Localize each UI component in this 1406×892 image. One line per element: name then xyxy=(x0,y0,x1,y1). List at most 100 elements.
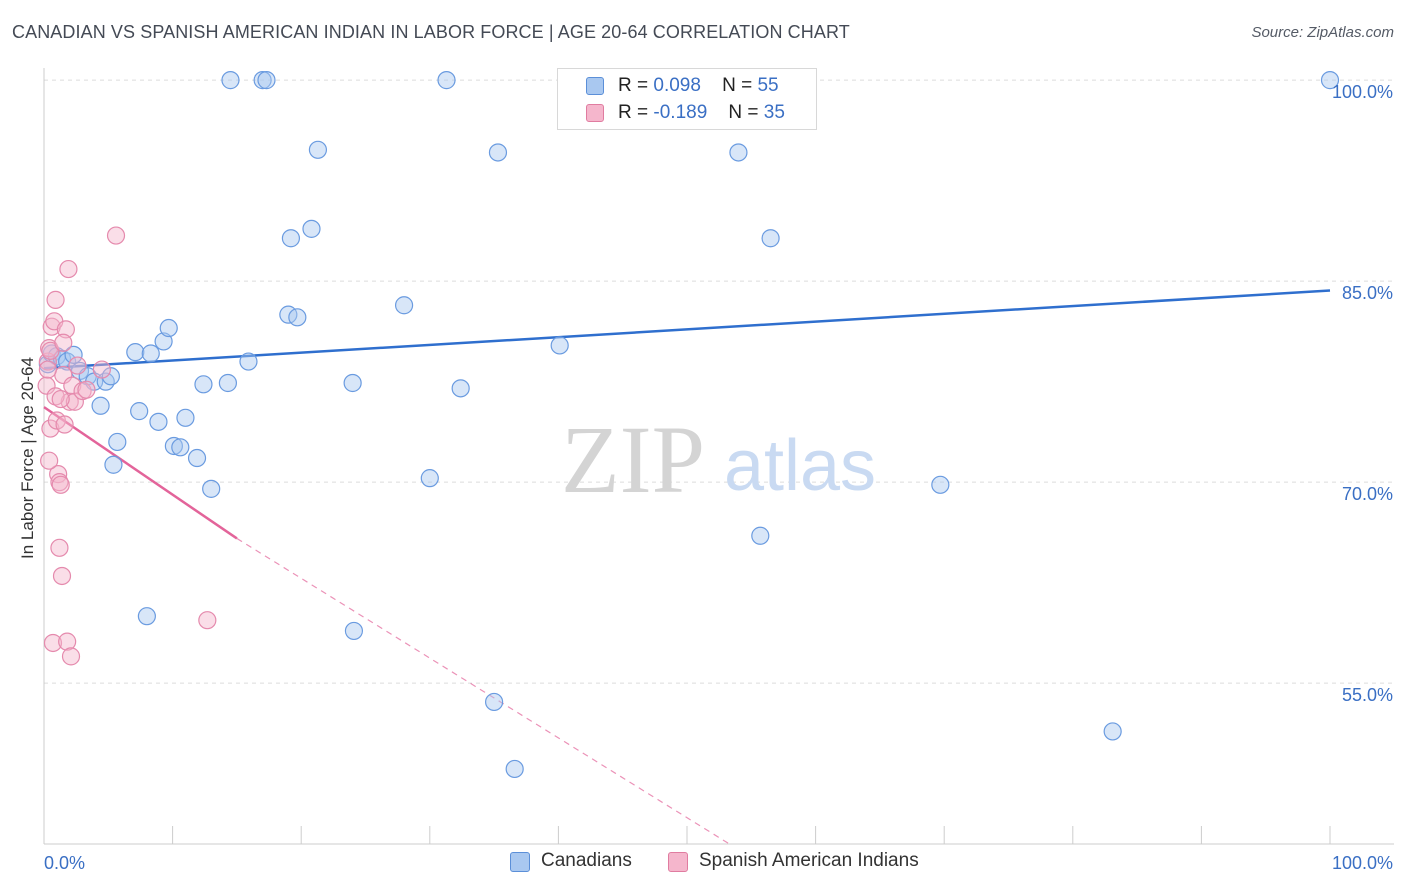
source-credit: Source: ZipAtlas.com xyxy=(1251,24,1394,41)
y-tick-label: 70.0% xyxy=(1342,484,1393,504)
point-canadians xyxy=(751,526,770,545)
legend-row-canadians: R = 0.098 N = 55 xyxy=(618,75,779,97)
point-canadians xyxy=(218,373,237,393)
point-canadians xyxy=(281,229,301,248)
point-spanish-american-indians xyxy=(43,633,63,653)
point-canadians xyxy=(96,372,115,391)
point-canadians xyxy=(761,229,780,248)
legend-r-value: 0.098 xyxy=(653,75,701,96)
point-canadians xyxy=(505,759,524,779)
legend-r-value: -0.189 xyxy=(653,102,708,123)
point-canadians xyxy=(1320,71,1340,90)
point-canadians xyxy=(187,448,207,468)
point-canadians xyxy=(420,469,439,488)
grid-lines xyxy=(44,79,1394,684)
series-legend: Canadians Spanish American Indians xyxy=(0,850,1406,880)
y-tick-label: 55.0% xyxy=(1342,685,1393,705)
point-spanish-american-indians xyxy=(40,451,59,470)
point-canadians xyxy=(108,432,127,452)
point-spanish-american-indians xyxy=(51,475,70,494)
point-canadians xyxy=(302,219,321,238)
point-spanish-american-indians xyxy=(77,380,96,399)
point-spanish-american-indians xyxy=(54,333,73,352)
point-spanish-american-indians xyxy=(52,566,72,586)
watermark: ZIP atlas xyxy=(561,406,876,513)
point-canadians xyxy=(308,140,328,159)
point-canadians xyxy=(729,143,748,162)
point-spanish-american-indians xyxy=(59,259,78,279)
point-canadians xyxy=(1103,722,1122,741)
trend-lines xyxy=(43,289,1331,845)
legend-n-label: N = xyxy=(722,75,753,96)
trend-extension-spanish-american-indians xyxy=(236,537,730,845)
point-canadians xyxy=(176,408,195,427)
point-canadians xyxy=(485,692,504,712)
legend-row-spanish-american-indians: R = -0.189 N = 35 xyxy=(618,102,785,124)
trend-line-spanish-american-indians xyxy=(43,406,238,540)
point-spanish-american-indians xyxy=(68,356,87,375)
point-canadians xyxy=(141,344,160,363)
point-canadians xyxy=(239,352,258,371)
point-canadians xyxy=(221,71,240,90)
point-canadians xyxy=(104,455,123,474)
point-canadians xyxy=(344,621,364,641)
correlation-legend: R = 0.098 N = 55 R = -0.189 N = 35 xyxy=(557,68,817,130)
legend-n-value: 35 xyxy=(763,102,785,123)
point-canadians xyxy=(171,438,190,457)
point-canadians xyxy=(101,367,120,386)
point-canadians xyxy=(154,332,173,351)
trend-line-canadians xyxy=(43,289,1331,370)
tick-labels: 55.0% 70.0% 85.0% 100.0% 0.0% 100.0% xyxy=(44,82,1393,873)
point-canadians xyxy=(253,71,272,90)
point-canadians xyxy=(343,373,362,393)
point-canadians xyxy=(451,379,470,398)
point-canadians xyxy=(202,479,221,498)
point-canadians xyxy=(437,71,456,90)
point-spanish-american-indians xyxy=(56,320,75,339)
point-canadians xyxy=(130,402,149,421)
point-canadians xyxy=(488,143,508,162)
axes xyxy=(43,68,1394,845)
series-legend-swatch-canadians xyxy=(510,852,530,872)
series-legend-swatch-spanish-american-indians xyxy=(668,852,688,872)
point-canadians xyxy=(58,352,77,371)
point-spanish-american-indians xyxy=(198,611,217,630)
point-spanish-american-indians xyxy=(58,632,77,651)
point-spanish-american-indians xyxy=(106,226,126,245)
legend-swatch-spanish-american-indians xyxy=(586,104,604,122)
point-spanish-american-indians xyxy=(92,360,111,379)
point-canadians xyxy=(137,607,156,626)
y-tick-label: 85.0% xyxy=(1342,283,1393,303)
point-spanish-american-indians xyxy=(61,647,81,666)
legend-swatch-canadians xyxy=(586,77,604,95)
watermark-atlas: atlas xyxy=(724,426,876,506)
point-canadians xyxy=(394,296,414,315)
point-canadians xyxy=(164,436,183,456)
legend-r-label: R = xyxy=(618,75,649,96)
point-canadians xyxy=(257,71,276,90)
point-canadians xyxy=(194,375,213,394)
series-legend-spanish-american-indians: Spanish American Indians xyxy=(699,850,919,871)
point-spanish-american-indians xyxy=(55,415,74,434)
point-spanish-american-indians xyxy=(41,341,60,360)
legend-r-label: R = xyxy=(618,102,649,123)
point-spanish-american-indians xyxy=(46,290,65,309)
x-tick-label: 100.0% xyxy=(1332,853,1393,873)
point-spanish-american-indians xyxy=(46,387,65,406)
point-canadians xyxy=(126,343,145,362)
point-canadians xyxy=(159,318,178,338)
point-spanish-american-indians xyxy=(38,360,57,379)
legend-n-value: 55 xyxy=(757,75,779,96)
point-spanish-american-indians xyxy=(51,389,70,409)
point-canadians xyxy=(288,308,307,327)
legend-n-label: N = xyxy=(728,102,759,123)
watermark-zip: ZIP xyxy=(561,406,705,513)
point-canadians xyxy=(550,336,569,355)
point-canadians xyxy=(931,475,950,494)
y-axis-label: In Labor Force | Age 20-64 xyxy=(18,357,37,559)
point-canadians xyxy=(91,396,110,415)
point-canadians xyxy=(64,345,83,364)
data-points xyxy=(37,71,1340,779)
x-tick-label: 0.0% xyxy=(44,853,85,873)
